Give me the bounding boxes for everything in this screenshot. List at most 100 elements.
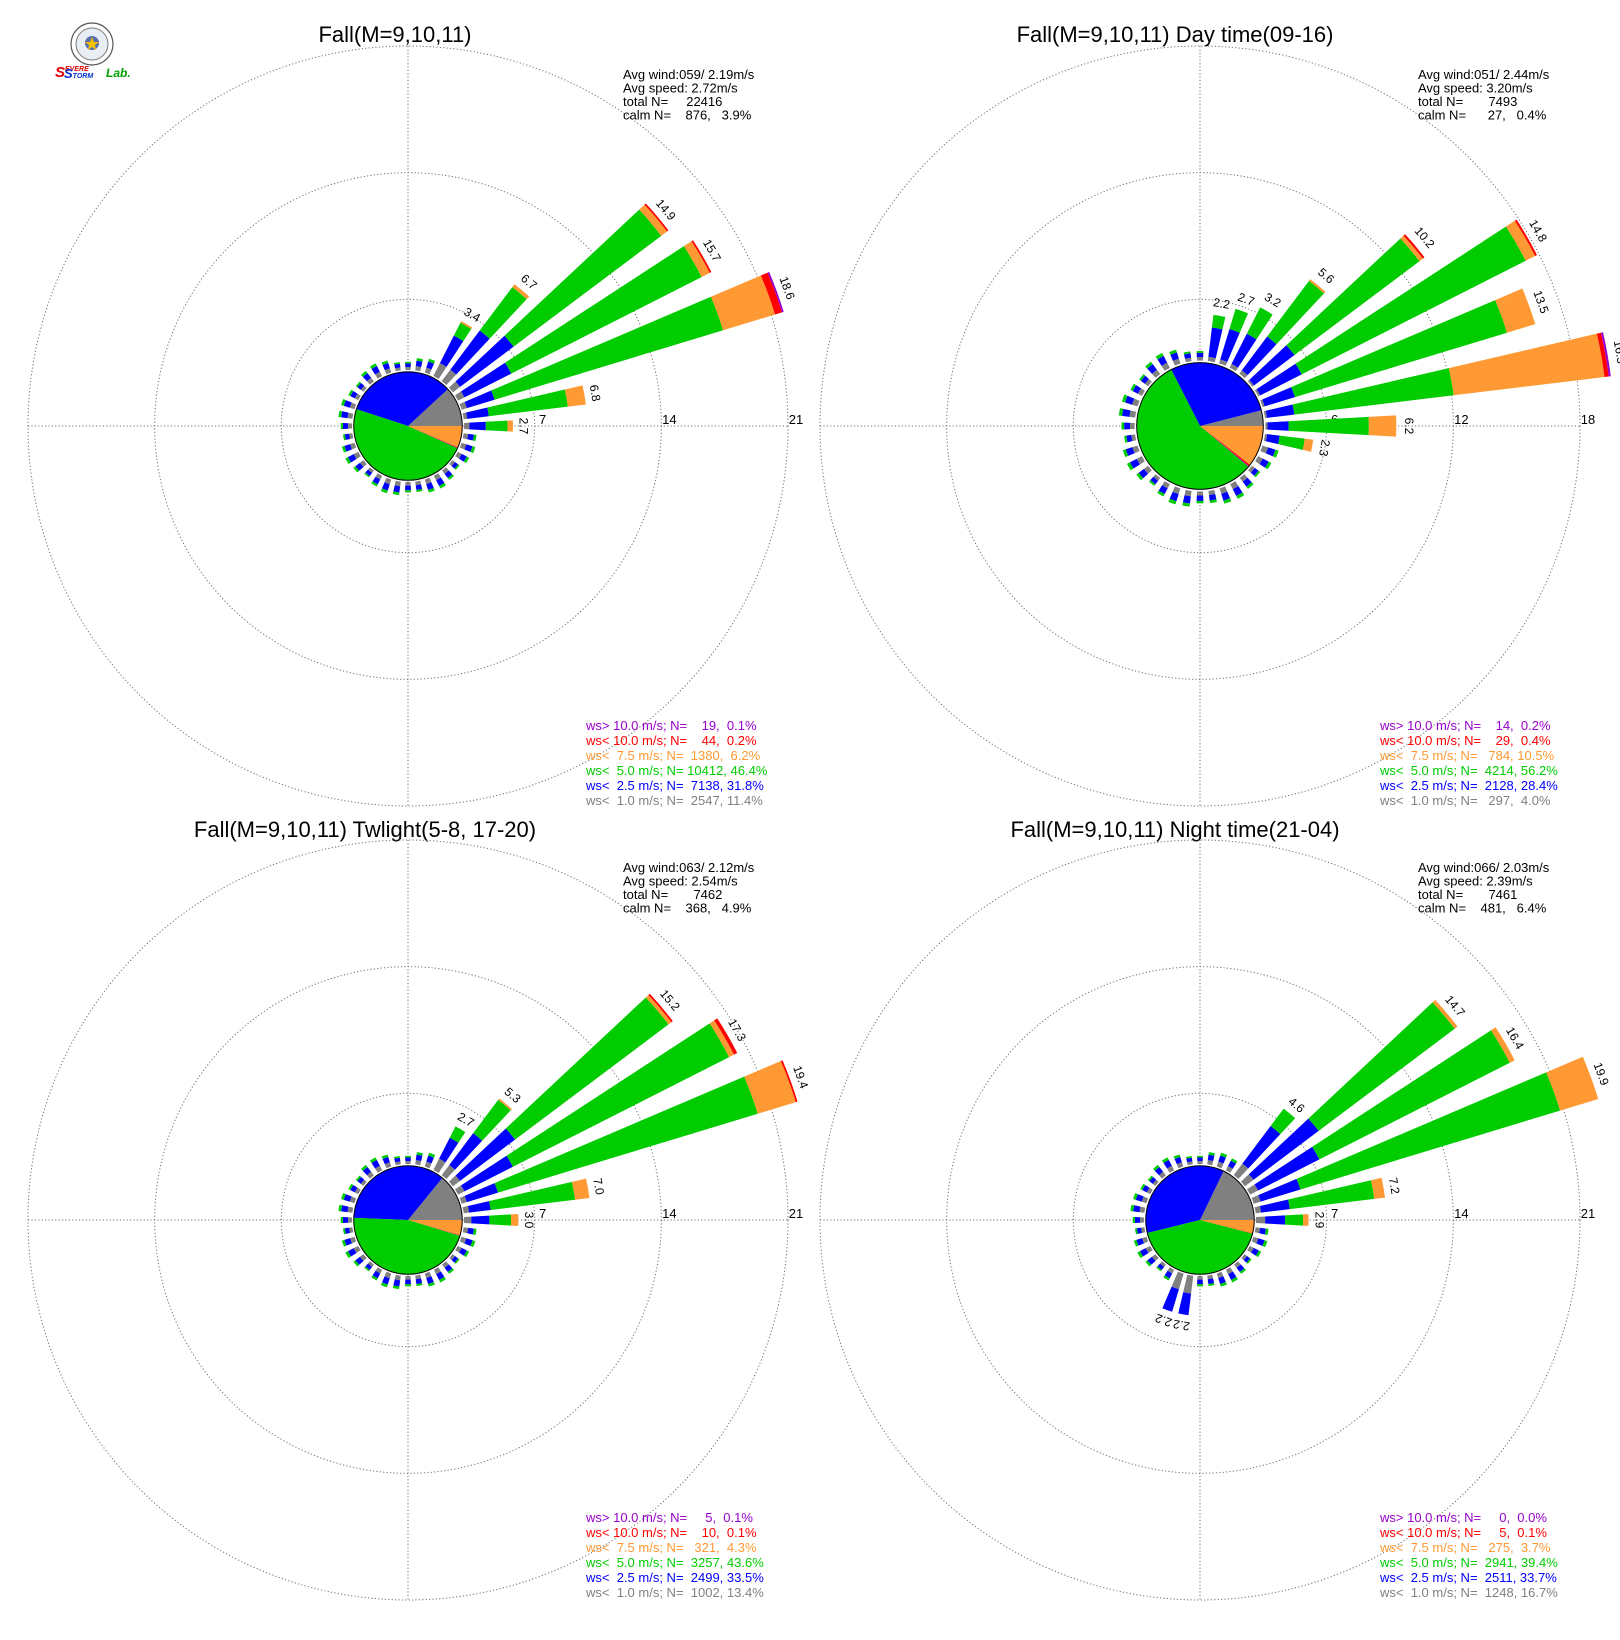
bar-segment-lt25	[371, 365, 380, 375]
bar-segment-lt25	[344, 1227, 351, 1234]
direction-bar-small	[433, 473, 446, 489]
grid-ring	[27, 839, 789, 1601]
pie-slice-lt25	[1145, 1165, 1224, 1233]
pie-slice-lt5	[353, 409, 458, 481]
bar-segment-lt5	[1121, 394, 1128, 403]
bar-segment-lt1	[1254, 1227, 1261, 1234]
bar-value-label: 5.3	[502, 1085, 524, 1107]
bar-segment-lt25	[393, 485, 401, 493]
bar-segment-lt1	[442, 467, 449, 474]
stats-line: calm N= 368, 4.9%	[623, 901, 752, 916]
direction-bar-small	[1208, 489, 1217, 504]
bar-segment-lt5	[1118, 408, 1124, 416]
bar-segment-lt75	[1432, 999, 1458, 1029]
direction-bar-small	[355, 381, 367, 392]
direction-bar-small	[449, 1254, 460, 1264]
direction-bar-small	[1139, 374, 1152, 387]
legend-entry-lt1: ws< 1.0 m/s; N= 2547, 11.4%	[585, 793, 763, 808]
legend-entry-lt1: ws< 1.0 m/s; N= 1002, 13.4%	[585, 1585, 764, 1600]
bar-segment-lt1	[433, 1158, 446, 1174]
bar-value-label: 16.5	[1611, 339, 1620, 365]
bar-segment-lt5	[1155, 352, 1164, 360]
bar-segment-lt5	[439, 1276, 446, 1283]
bar-value-label: 5.6	[1315, 265, 1337, 287]
bar-value-label: 3.2	[1262, 290, 1284, 311]
bar-segment-lt5	[1137, 1251, 1143, 1259]
bar-value-label: 2.3	[1316, 439, 1333, 458]
bar-segment-lt25	[426, 1155, 434, 1164]
bar-segment-lt25	[1142, 1184, 1150, 1193]
bar-segment-lt25	[1228, 1271, 1237, 1280]
bar-segment-lt25	[415, 1278, 423, 1284]
grid-ring	[27, 45, 789, 807]
bar-segment-lt5	[416, 1282, 423, 1287]
direction-bar-small	[1196, 1276, 1204, 1287]
direction-bar-small	[1254, 1227, 1269, 1236]
bar-segment-lt75	[1495, 288, 1536, 333]
legend-entry-lt75: ws< 7.5 m/s; N= 275, 3.7%	[1379, 1540, 1551, 1555]
logo-word2-rest: TORM	[73, 73, 94, 80]
bar-segment-lt1	[1207, 1160, 1214, 1166]
bar-segment-gt10	[767, 271, 784, 313]
bar-segment-lt5	[1136, 472, 1144, 481]
bar-segment-lt5	[1124, 435, 1128, 443]
bar-segment-lt1	[1183, 1274, 1194, 1294]
bar-segment-lt75	[1302, 1214, 1309, 1226]
bar-segment-lt5	[1267, 280, 1325, 345]
bar-segment-lt25	[1124, 422, 1131, 430]
bar-segment-lt5	[1236, 492, 1245, 499]
legend-entry-lt5: ws< 5.0 m/s; N= 10412, 46.4%	[585, 763, 768, 778]
bar-segment-lt5	[392, 1285, 400, 1290]
direction-bar-small	[404, 482, 412, 493]
bar-segment-lt1	[1196, 491, 1204, 496]
stats-line: Avg speed: 2.54m/s	[623, 874, 738, 889]
direction-bar-100: 2.3	[1263, 433, 1333, 458]
bar-segment-lt25	[393, 1279, 401, 1287]
bar-segment-lt1	[349, 1196, 357, 1204]
bar-segment-lt25	[1163, 1159, 1172, 1169]
bar-segment-lt1	[1129, 422, 1135, 430]
bar-segment-lt10	[714, 1018, 738, 1055]
bar-segment-lt5	[416, 1152, 423, 1156]
bar-segment-lt25	[450, 330, 490, 375]
bar-segment-lt1	[462, 1206, 470, 1214]
bar-segment-lt1	[1260, 399, 1265, 407]
speed-share-pie	[353, 1165, 463, 1275]
bar-segment-lt1	[366, 1171, 374, 1179]
bar-segment-lt1	[415, 1274, 422, 1280]
bar-segment-lt25	[394, 363, 401, 369]
bar-segment-lt5	[1196, 1284, 1204, 1287]
direction-bar-small	[342, 433, 354, 441]
bar-segment-lt1	[1139, 1206, 1146, 1213]
direction-bar-small	[1145, 361, 1161, 378]
speed-share-pie	[353, 371, 463, 481]
bar-segment-lt5	[369, 363, 377, 370]
bar-segment-lt25	[1232, 486, 1243, 496]
bar-segment-lt1	[395, 1161, 401, 1166]
bar-segment-lt1	[1246, 1184, 1259, 1195]
direction-bar-small	[340, 1216, 352, 1224]
direction-bar-20: 2.7	[1219, 290, 1257, 366]
bar-segment-lt5	[1220, 1281, 1227, 1287]
svg-text:SEVERE: SEVERE	[55, 64, 89, 81]
bar-segment-lt75	[1546, 1056, 1599, 1111]
bar-segment-lt25	[1129, 458, 1140, 469]
direction-bar-small	[405, 1155, 411, 1164]
bar-segment-lt1	[405, 482, 411, 486]
legend-entry-lt25: ws< 2.5 m/s; N= 2128, 28.4%	[1379, 778, 1558, 793]
bar-value-label: 6.8	[587, 384, 604, 403]
bar-segment-lt25	[1262, 387, 1295, 407]
direction-bar-small	[424, 358, 436, 375]
stats-line: total N= 7461	[1418, 887, 1517, 902]
direction-bar-small	[1169, 349, 1181, 366]
direction-bar-small	[1130, 383, 1145, 396]
bar-segment-lt5	[341, 1193, 346, 1200]
bar-segment-lt5	[405, 361, 411, 364]
direction-bar-small	[1216, 1271, 1227, 1287]
bar-segment-lt1	[1263, 433, 1268, 442]
bar-segment-lt25	[1133, 1205, 1141, 1213]
bar-segment-lt5	[355, 1175, 362, 1182]
direction-bar-small	[342, 1227, 354, 1235]
bar-segment-lt25	[362, 1166, 372, 1176]
bar-segment-lt25	[355, 462, 364, 471]
